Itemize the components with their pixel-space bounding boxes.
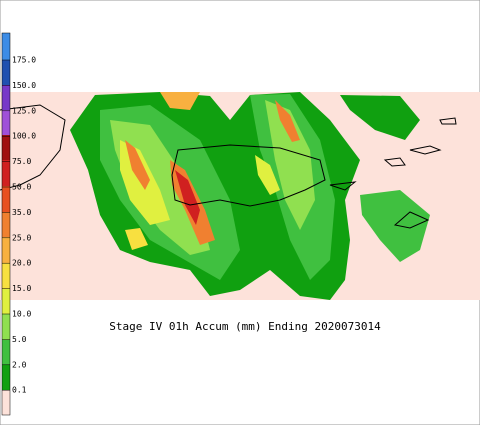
- colorbar-label: 10.0: [12, 310, 31, 319]
- colorbar-label: 125.0: [12, 106, 36, 115]
- colorbar-label: 15.0: [12, 284, 31, 293]
- colorbar-label: 0.1: [12, 386, 27, 395]
- colorbar-label: 25.0: [12, 233, 31, 242]
- colorbar-outline: [1, 32, 11, 416]
- precip-field: [70, 92, 430, 300]
- colorbar-label: 100.0: [12, 132, 36, 141]
- coastline: [0, 104, 457, 229]
- color-swatch: [2, 160, 10, 186]
- color-swatch: [2, 212, 10, 237]
- colorbar-label: 35.0: [12, 208, 31, 217]
- color-swatch: [2, 390, 10, 415]
- color-swatch: [2, 237, 10, 263]
- colorbar-label: 150.0: [12, 81, 36, 90]
- color-swatch: [2, 85, 10, 110]
- colorbar-label: 175.0: [12, 56, 36, 65]
- color-swatch: [2, 110, 10, 135]
- color-swatch: [2, 135, 10, 160]
- color-swatch: [2, 289, 10, 314]
- colorbar-label: 5.0: [12, 335, 27, 344]
- colorbar-label: 75.0: [12, 157, 31, 166]
- caption: Stage IV 01h Accum (mm) Ending 202007301…: [109, 320, 381, 333]
- color-swatch: [2, 340, 10, 365]
- color-swatch: [2, 186, 10, 212]
- colorbar: [1, 32, 11, 416]
- colorbar-label: 50.0: [12, 183, 31, 192]
- colorbar-label: 2.0: [12, 360, 27, 369]
- color-swatch: [2, 60, 10, 85]
- colorbar-label: 20.0: [12, 259, 31, 268]
- color-swatch: [2, 33, 10, 60]
- colorbar-labels: 175.0 150.0 125.0 100.0 75.0 50.0 35.0 25.0 20.0…: [2, 56, 36, 395]
- color-swatch: [2, 314, 10, 340]
- color-swatch: [2, 365, 10, 390]
- color-swatch: [2, 263, 10, 289]
